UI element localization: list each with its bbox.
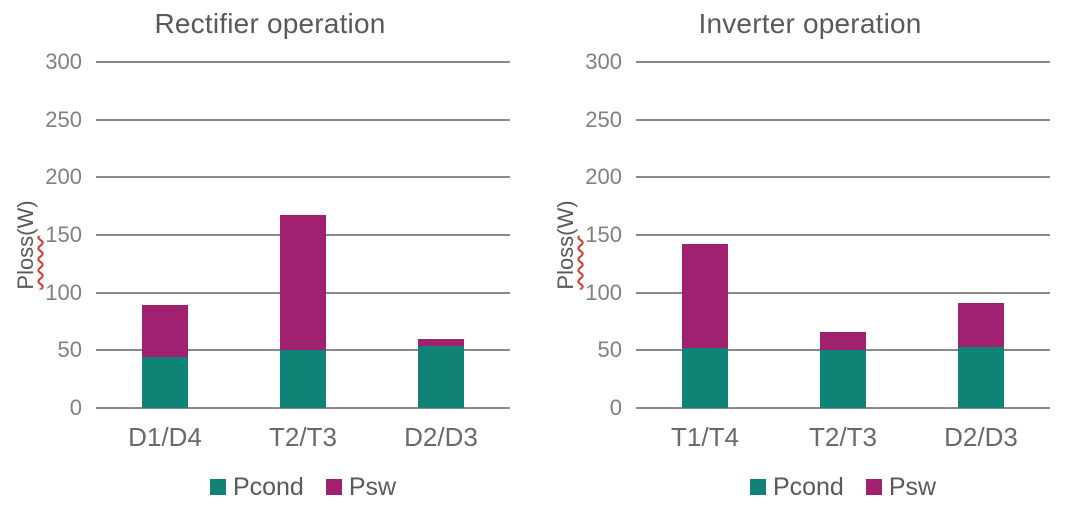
bar-segment-psw — [820, 331, 866, 351]
bar-d2-d3 — [418, 338, 464, 408]
legend-label: Psw — [888, 472, 937, 501]
bar-segment-psw — [418, 338, 464, 346]
legend-item-pcond: Pcond — [749, 472, 844, 501]
y-tick-label: 200 — [45, 164, 82, 190]
y-tick-label: 0 — [69, 395, 82, 420]
legend-item-pcond: Pcond — [209, 472, 304, 501]
y-tick-label: 300 — [45, 49, 82, 74]
gridline — [636, 291, 1050, 294]
bar-t2-t3 — [820, 331, 866, 408]
y-tick-label: 250 — [585, 106, 622, 132]
bar-segment-pcond — [958, 346, 1004, 408]
bar-segment-psw — [958, 303, 1004, 347]
bar-segment-pcond — [418, 345, 464, 408]
legend-item-psw: Psw — [325, 472, 397, 501]
y-tick-label: 0 — [609, 395, 622, 420]
y-tick-label: 50 — [57, 337, 82, 363]
x-axis-labels: D1/D4 T2/T3 D2/D3 — [96, 422, 510, 453]
x-tick-label: T2/T3 — [269, 422, 337, 452]
gridline — [96, 61, 510, 63]
legend-label: Pcond — [232, 472, 304, 501]
bar-t2-t3 — [280, 215, 326, 408]
bar-segment-psw — [142, 305, 188, 358]
bar-t1-t4 — [682, 244, 728, 408]
x-tick-label: D1/D4 — [128, 422, 202, 452]
y-tick-label: 150 — [585, 222, 622, 247]
plot-area: 0 50 100 150 200 250 300 — [45, 51, 510, 419]
bar-segment-pcond — [280, 350, 326, 408]
bar-segment-pcond — [682, 348, 728, 408]
x-tick-label: T2/T3 — [809, 422, 877, 452]
legend-swatch-pcond — [749, 479, 766, 495]
gridline — [636, 118, 1050, 121]
x-tick-label: D2/D3 — [404, 422, 478, 452]
legend-item-psw: Psw — [865, 472, 937, 501]
legend-swatch-pcond — [209, 479, 226, 495]
bar-d2-d3 — [958, 303, 1004, 408]
gridline — [636, 407, 1050, 409]
chart-title: Rectifier operation — [154, 8, 386, 39]
gridline — [96, 407, 510, 409]
bar-segment-pcond — [142, 357, 188, 408]
chart-inverter: Inverter operation Ploss(W) 0 50 100 150 200… — [540, 0, 1080, 509]
legend: Pcond Psw — [96, 472, 510, 502]
y-tick-label: 100 — [585, 279, 622, 305]
x-axis-labels: T1/T4 T2/T3 D2/D3 — [636, 422, 1050, 453]
chart-title: Inverter operation — [698, 8, 922, 39]
y-tick-label: 100 — [45, 279, 82, 305]
x-tick-label: D2/D3 — [944, 422, 1018, 452]
gridline — [96, 118, 510, 121]
y-tick-label: 50 — [597, 337, 622, 363]
x-tick-label: T1/T4 — [671, 422, 739, 452]
gridline — [636, 61, 1050, 63]
bar-segment-pcond — [820, 350, 866, 408]
y-tick-label: 300 — [585, 49, 622, 74]
y-tick-label: 200 — [585, 164, 622, 190]
bar-segment-psw — [280, 215, 326, 351]
bar-segment-psw — [682, 244, 728, 349]
bar-d1-d4 — [142, 305, 188, 408]
legend-label: Pcond — [772, 472, 844, 501]
legend-label: Psw — [348, 472, 397, 501]
chart-rectifier: Rectifier operation Ploss(W) 0 50 100 150 20… — [13, 8, 510, 502]
gridline — [636, 234, 1050, 236]
gridline — [96, 176, 510, 179]
legend-swatch-psw — [865, 479, 882, 495]
plot-area: 0 50 100 150 200 250 300 — [585, 51, 1050, 419]
y-tick-label: 250 — [45, 106, 82, 132]
legend: Pcond Psw — [636, 472, 1050, 502]
legend-swatch-psw — [325, 479, 342, 495]
y-tick-label: 150 — [45, 222, 82, 247]
gridline — [636, 176, 1050, 179]
